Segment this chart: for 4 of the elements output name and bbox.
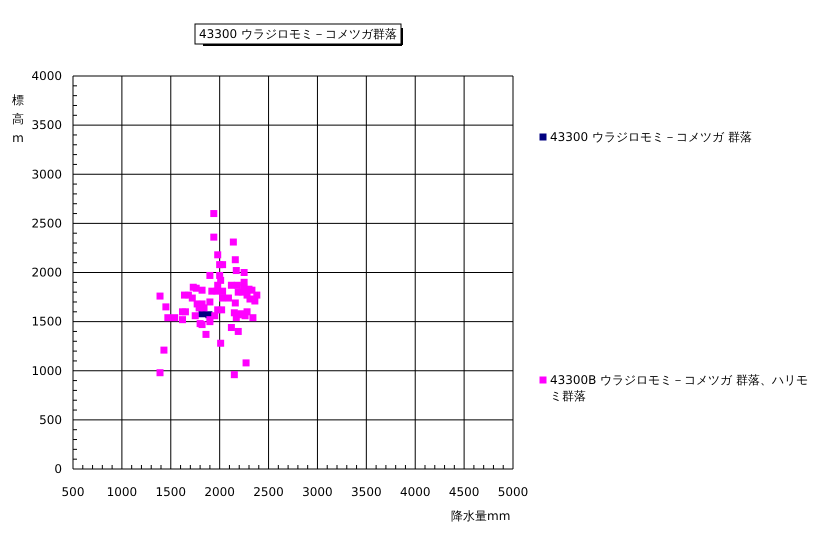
xlabel: 降水量mm: [451, 509, 510, 523]
chart-title: 43300 ウラジロモミ－コメツガ群落: [199, 27, 397, 41]
title: 43300 ウラジロモミ－コメツガ群落: [194, 24, 403, 46]
ylabel: 標高m: [12, 93, 24, 145]
